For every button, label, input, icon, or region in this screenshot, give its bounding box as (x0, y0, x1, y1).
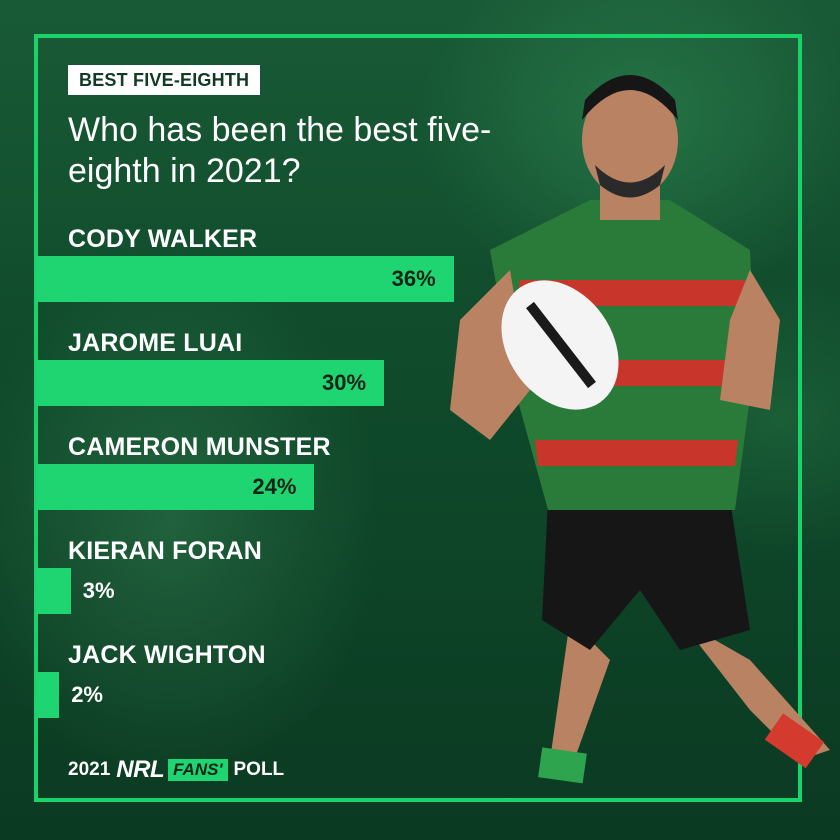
poll-category-tag: BEST FIVE-EIGHTH (68, 65, 261, 95)
footer-poll-label: POLL (233, 759, 285, 780)
bar-1 (36, 360, 384, 406)
fans-badge: FANS' (168, 759, 228, 781)
bar-3 (36, 568, 71, 614)
bar-label-3: KIERAN FORAN (68, 537, 263, 565)
poll-footer: 2021 NRL FANS' POLL (68, 756, 284, 784)
bar-value-0: 36% (391, 266, 436, 291)
bar-value-2: 24% (252, 474, 297, 499)
bar-label-2: CAMERON MUNSTER (68, 433, 331, 461)
bar-value-3: 3% (82, 578, 115, 603)
bar-value-4: 2% (71, 682, 103, 707)
bar-4 (36, 672, 60, 718)
bar-label-1: JAROME LUAI (68, 329, 243, 357)
rugby-player-photo-icon (450, 75, 830, 784)
footer-year: 2021 (68, 759, 111, 780)
bar-0 (36, 256, 454, 302)
nrl-logo: NRL (116, 756, 165, 783)
bar-label-0: CODY WALKER (68, 225, 258, 253)
bar-label-4: JACK WIGHTON (68, 641, 266, 669)
green-frame (34, 34, 802, 802)
poll-question: Who has been the best five-eighth in 202… (68, 111, 492, 190)
bar-value-1: 30% (322, 370, 367, 395)
player-photo (420, 60, 840, 840)
bar-2 (36, 464, 315, 510)
